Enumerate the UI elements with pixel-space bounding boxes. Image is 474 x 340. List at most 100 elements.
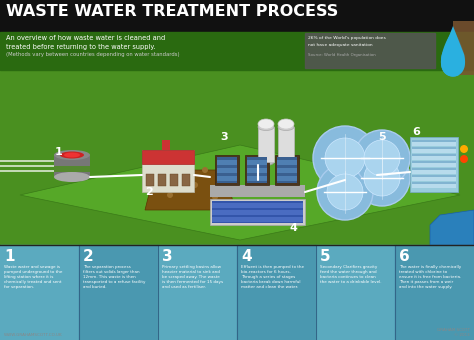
Bar [182,174,190,186]
Circle shape [192,182,198,188]
Bar [412,154,456,156]
Polygon shape [145,170,235,210]
Circle shape [313,126,377,190]
Text: 4: 4 [241,249,252,264]
Text: WASTE WATER TREATMENT PROCESS: WASTE WATER TREATMENT PROCESS [6,4,338,19]
Bar [412,156,456,160]
Text: WWW.GRAHAMSCOTT.CO.UK: WWW.GRAHAMSCOTT.CO.UK [4,333,63,337]
Bar [0,0,474,32]
Bar [210,199,305,225]
Bar [412,175,456,177]
Ellipse shape [60,152,84,158]
Polygon shape [20,145,460,240]
Text: 26% of the World's population does: 26% of the World's population does [308,36,386,40]
Text: 4: 4 [290,223,298,233]
Bar [247,157,267,183]
Ellipse shape [64,153,80,157]
Bar [412,168,456,170]
Bar [412,182,456,184]
Ellipse shape [278,158,294,166]
Bar [158,245,237,340]
Text: 3: 3 [162,249,173,264]
Bar [247,176,267,181]
Text: 2: 2 [145,187,153,197]
Text: The separation process
filters out solids larger than
12mm. This waste is then
t: The separation process filters out solid… [83,265,146,289]
Bar [412,140,456,142]
Bar [412,184,456,188]
Bar [412,142,456,146]
Circle shape [364,160,400,196]
Text: Secondary Clarifiers gravity
feed the water through and
bacteria continues to cl: Secondary Clarifiers gravity feed the wa… [320,265,382,284]
Circle shape [325,138,365,178]
Circle shape [354,130,410,186]
Text: 2: 2 [83,249,94,264]
Bar [0,245,79,340]
Text: GRAHAM SCOTT
© 2013: GRAHAM SCOTT © 2013 [437,328,470,337]
Bar [410,137,458,192]
Circle shape [167,192,173,198]
Bar [212,201,303,223]
Text: 6: 6 [399,249,410,264]
Ellipse shape [278,123,294,131]
Bar [412,149,456,153]
Bar [158,174,166,186]
Bar [275,155,299,185]
Text: 3: 3 [220,132,228,142]
Circle shape [182,172,188,178]
Circle shape [460,155,468,163]
Circle shape [354,150,410,206]
Circle shape [460,145,468,153]
Text: 5: 5 [378,132,386,142]
Bar [212,217,303,222]
Text: not have adequate sanitation: not have adequate sanitation [308,43,373,47]
Polygon shape [441,26,465,77]
Bar [79,245,158,340]
Text: Effluent is then pumped to the
bio-reactors for 6 hours.
Through a series of sta: Effluent is then pumped to the bio-react… [241,265,304,289]
Bar [146,174,154,186]
Bar [142,150,194,164]
Bar [277,157,297,183]
Bar [277,176,297,181]
Bar [247,168,267,173]
Bar [54,155,90,177]
Bar [0,70,474,245]
Polygon shape [430,210,474,245]
Text: 1: 1 [55,147,63,157]
Text: 1: 1 [4,249,15,264]
Bar [305,33,435,68]
Bar [412,163,456,167]
Text: (Methods vary between countries depending on water standards): (Methods vary between countries dependin… [6,52,180,57]
Bar [217,168,237,173]
Polygon shape [453,21,474,75]
Bar [412,177,456,181]
Text: Waste water and sewage is
pumped underground to the
lifting station where it is
: Waste water and sewage is pumped undergr… [4,265,63,289]
Bar [210,185,305,197]
Bar [217,176,237,181]
Ellipse shape [258,119,274,129]
Text: Source: World Health Organisation: Source: World Health Organisation [308,53,376,57]
Circle shape [202,167,208,173]
Bar [54,166,90,172]
Polygon shape [441,33,465,76]
Text: treated before returning to the water supply.: treated before returning to the water su… [6,44,155,50]
Circle shape [364,140,400,176]
Bar [277,168,297,173]
Ellipse shape [258,158,274,166]
Bar [277,160,297,165]
Text: An overview of how waste water is cleaned and: An overview of how waste water is cleane… [6,35,165,41]
Bar [316,245,395,340]
Ellipse shape [54,150,90,160]
Ellipse shape [54,172,90,182]
Bar [217,160,237,165]
Bar [212,210,303,215]
Bar [247,160,267,165]
Bar [170,174,178,186]
Bar [395,245,474,340]
Bar [237,245,316,340]
Bar [258,127,274,162]
Bar [0,32,474,70]
Circle shape [327,174,363,210]
Circle shape [212,194,218,200]
Bar [412,161,456,163]
Circle shape [317,164,373,220]
